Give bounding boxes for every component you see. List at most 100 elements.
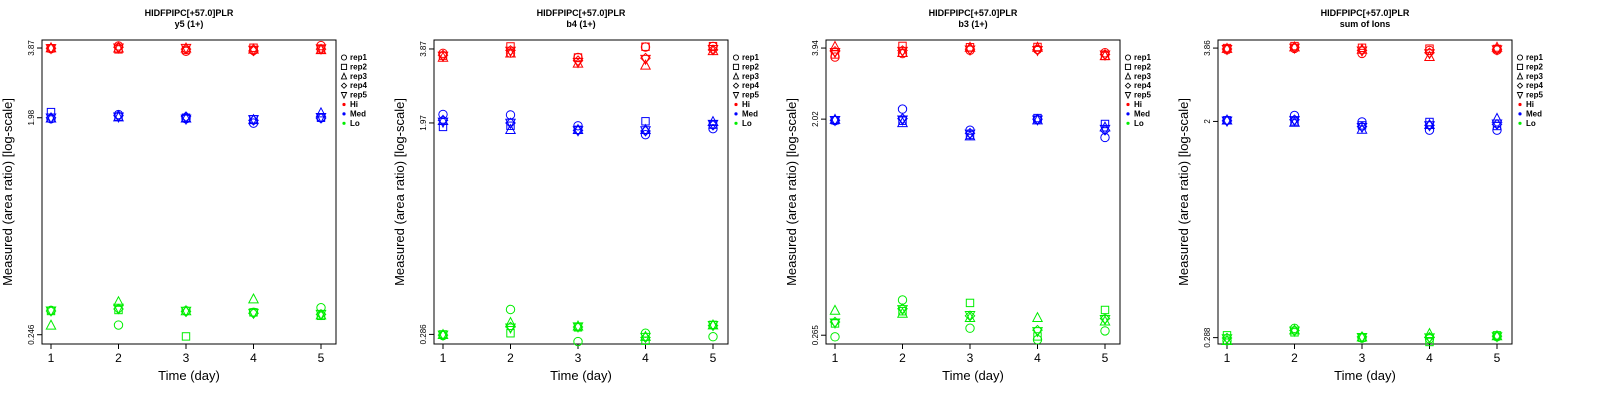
y-axis-label: Measured (area ratio) [log-scale]: [392, 98, 407, 286]
chart-title: HIDFPIPC[+57.0]PLR: [1321, 8, 1410, 18]
point-lo-rep3: [707, 318, 719, 330]
point-hi-rep5: [1423, 49, 1436, 60]
point-med-rep1: [897, 104, 908, 114]
legend-label: Med: [1134, 109, 1150, 118]
chart-subtitle: y5 (1+): [175, 19, 204, 29]
x-tick-label: 2: [899, 351, 906, 365]
x-tick-label: 1: [440, 351, 447, 365]
point-med-rep3: [1491, 112, 1503, 123]
point-hi-rep2: [708, 41, 718, 51]
point-lo-rep3: [437, 328, 449, 339]
point-lo-rep3: [1423, 327, 1436, 339]
point-lo-rep5: [829, 318, 841, 330]
legend-symbol-rep3: [340, 72, 348, 80]
point-med-rep2: [438, 122, 448, 132]
point-hi-rep5: [964, 45, 976, 56]
point-hi-rep2: [573, 53, 583, 62]
legend-label: rep3: [742, 72, 759, 81]
point-med-rep3: [315, 106, 327, 118]
legend-label: rep4: [1134, 81, 1151, 90]
point-hi-rep5: [437, 51, 449, 63]
legend-label: Hi: [1134, 100, 1142, 109]
point-med-rep5: [45, 113, 57, 125]
y-tick-label: 3.94: [811, 40, 820, 56]
point-lo-rep3: [896, 307, 909, 318]
legend-label: Hi: [1526, 100, 1534, 109]
point-med-rep5: [1356, 122, 1368, 134]
point-lo-rep2: [965, 298, 975, 308]
point-lo-rep2: [1100, 305, 1110, 315]
point-med-rep1: [438, 109, 448, 120]
legend-symbol-rep4: [340, 82, 348, 89]
x-tick-label: 4: [1426, 351, 1433, 365]
x-tick-label: 3: [967, 351, 974, 365]
point-lo-rep3: [1031, 311, 1044, 323]
point-hi-rep5: [1221, 45, 1233, 56]
point-lo-rep5: [504, 323, 517, 334]
plot-frame: [1217, 39, 1513, 345]
x-tick-label: 3: [183, 351, 190, 365]
legend-label: rep3: [1526, 72, 1543, 81]
point-lo-rep5: [45, 306, 57, 317]
point-lo-rep4: [505, 321, 516, 333]
point-lo-rep1: [897, 295, 908, 305]
y-tick-label: 0.288: [1203, 327, 1212, 348]
point-hi-rep3: [1423, 50, 1436, 61]
point-lo-rep5: [1423, 333, 1436, 344]
point-med-rep5: [639, 126, 652, 137]
x-tick-label: 5: [710, 351, 717, 365]
point-med-rep3: [707, 115, 719, 127]
x-tick-label: 2: [1291, 351, 1298, 365]
y-tick-label: 0.286: [419, 324, 428, 345]
point-lo-rep1: [830, 332, 840, 342]
point-hi-rep2: [506, 42, 515, 51]
legend-symbol-rep5: [1124, 92, 1132, 100]
point-hi-rep3: [1356, 43, 1368, 54]
legend-swatch-med: [342, 112, 346, 116]
point-med-rep4: [1356, 121, 1368, 132]
legend-label: rep1: [350, 53, 367, 62]
point-hi-rep3: [45, 41, 57, 53]
point-lo-rep3: [247, 292, 260, 304]
legend-label: rep5: [350, 91, 367, 100]
point-med-rep1: [640, 129, 651, 140]
point-med-rep5: [247, 115, 260, 126]
x-axis-label: Time (day): [158, 368, 220, 383]
point-med-rep2: [506, 121, 515, 130]
x-axis-label: Time (day): [550, 368, 612, 383]
y-tick-label: 3.86: [1203, 40, 1212, 56]
legend-symbol-rep5: [732, 92, 740, 100]
point-med-rep5: [896, 115, 909, 126]
point-hi-rep5: [572, 57, 584, 69]
legend-symbol-rep2: [732, 63, 740, 70]
legend-label: rep2: [742, 62, 759, 71]
legend-label: Lo: [1134, 119, 1144, 128]
x-tick-label: 1: [832, 351, 839, 365]
point-hi-rep5: [1288, 43, 1301, 55]
point-med-rep5: [707, 119, 719, 131]
x-tick-label: 4: [1034, 351, 1041, 365]
point-hi-rep5: [112, 43, 125, 55]
legend-label: rep2: [1526, 62, 1543, 71]
point-hi-rep2: [641, 42, 650, 51]
plot-frame: [433, 39, 729, 345]
legend-symbol-rep5: [340, 92, 348, 100]
point-lo-rep5: [1288, 326, 1301, 338]
point-med-rep5: [1491, 119, 1503, 130]
y-tick-label: 3.87: [27, 40, 36, 56]
point-lo-rep3: [1491, 329, 1503, 341]
legend-symbol-rep1: [340, 54, 348, 61]
x-axis-label: Time (day): [942, 368, 1004, 383]
legend-symbol-rep2: [340, 63, 348, 70]
point-med-rep5: [180, 114, 192, 126]
x-tick-label: 5: [318, 351, 325, 365]
point-hi-rep5: [639, 54, 652, 66]
point-lo-rep1: [505, 304, 516, 315]
point-med-rep4: [113, 110, 124, 122]
legend-swatch-lo: [1126, 121, 1130, 125]
point-hi-rep5: [45, 44, 57, 55]
legend-swatch-hi: [1126, 102, 1130, 107]
point-hi-rep3: [639, 59, 652, 70]
legend-swatch-lo: [1518, 121, 1522, 125]
